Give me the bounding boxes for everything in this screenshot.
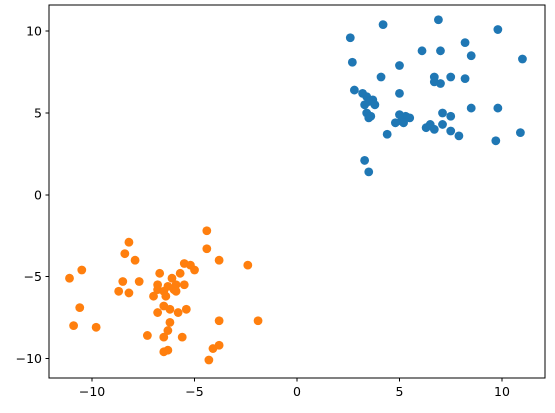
data-point [202,244,212,254]
data-point [134,277,144,286]
data-point [491,136,501,146]
data-point [177,332,187,342]
data-point [438,120,447,129]
x-axis: −10 −5 0 5 10 [79,378,510,399]
data-point [436,79,445,88]
data-point [360,156,370,165]
data-point [204,355,214,365]
data-point [438,108,447,118]
data-point [149,291,158,301]
data-point [429,124,439,134]
data-point [181,304,191,314]
x-tick-label: 0 [293,384,301,399]
data-point [466,103,476,113]
data-point [347,57,357,67]
data-point [173,308,183,317]
data-point [155,268,165,278]
data-point [518,54,527,64]
data-point [399,118,408,128]
data-point [120,249,130,259]
data-point [202,226,212,236]
data-point [395,61,404,70]
data-points [65,15,527,365]
data-point [171,286,181,296]
data-point [434,15,443,25]
data-point [405,113,415,123]
data-point [390,118,400,128]
y-tick-label: −10 [16,351,42,366]
data-point [114,286,124,296]
data-point [446,126,456,136]
y-axis: −10 −5 0 5 10 [16,24,49,366]
data-point [378,20,388,30]
data-point [370,100,380,110]
x-tick-label: 5 [396,384,404,399]
data-point [493,103,503,113]
data-point [65,273,74,283]
data-point [167,273,177,283]
data-point [366,111,376,121]
data-point [376,72,386,82]
data-point [382,129,392,139]
data-point [153,308,163,317]
data-point [161,291,171,301]
data-point [165,304,175,314]
plot-area [49,5,545,378]
data-point [214,316,224,326]
data-point [345,33,355,43]
y-tick-label: 0 [34,187,42,202]
data-point [124,237,134,247]
data-point [179,280,189,290]
data-point [159,332,169,342]
data-point [446,111,456,121]
data-point [118,277,128,286]
data-point [417,46,427,56]
data-point [460,74,470,84]
y-tick-label: 10 [26,24,42,39]
data-point [243,260,253,270]
data-point [159,347,169,357]
data-point [360,100,370,110]
data-point [130,255,140,265]
data-point [124,288,134,298]
data-point [175,268,185,278]
data-point [91,322,101,332]
data-point [214,340,224,350]
data-point [436,46,445,56]
x-tick-label: 10 [494,384,510,399]
data-point [454,131,464,141]
data-point [190,265,199,275]
data-point [69,321,78,331]
data-point [214,255,224,265]
y-tick-label: −5 [24,269,42,284]
data-point [466,51,476,61]
data-point [77,265,87,275]
x-tick-label: −5 [185,384,203,399]
data-point [142,331,152,340]
data-point [395,88,404,98]
data-point [460,38,470,48]
data-point [75,303,85,313]
data-point [364,167,374,177]
data-point [165,317,175,327]
x-tick-label: −10 [79,384,105,399]
data-point [446,72,456,82]
data-point [516,128,525,138]
data-point [493,25,503,34]
y-tick-label: 5 [34,105,42,120]
data-point [163,326,173,335]
data-point [349,85,359,95]
data-point [253,316,263,326]
